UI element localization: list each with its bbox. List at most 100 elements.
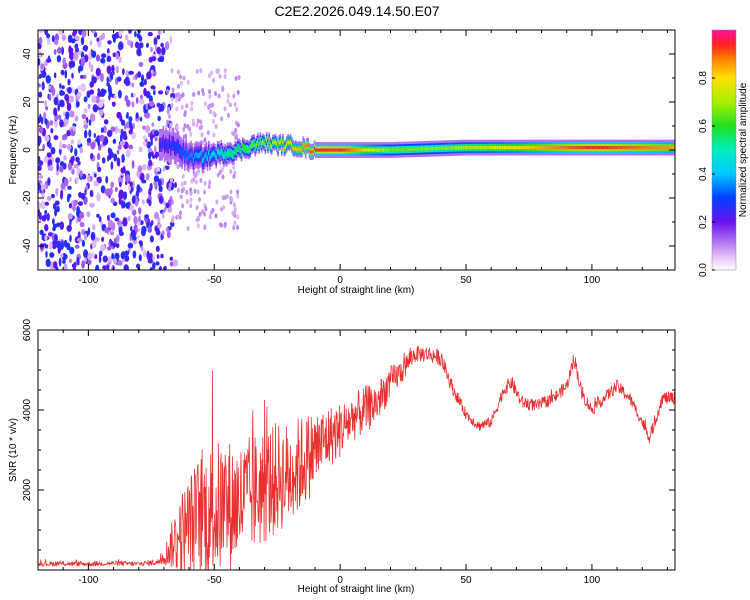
ridge-cell <box>517 146 520 150</box>
ridge-cell <box>511 146 513 150</box>
ridge-cell <box>298 147 301 151</box>
ridge-cell <box>231 152 234 157</box>
ridge-cell <box>625 146 628 150</box>
noise-blob <box>61 85 65 90</box>
noise-blob <box>233 210 237 216</box>
ridge-cell <box>492 146 495 150</box>
noise-blob <box>102 255 109 263</box>
ridge-cell <box>315 148 317 152</box>
noise-blob <box>42 184 47 190</box>
ridge-cell <box>423 147 425 151</box>
ridge-cell <box>570 146 573 150</box>
noise-blob <box>170 68 174 74</box>
ridge-cell <box>574 146 576 150</box>
ridge-cell <box>561 146 564 150</box>
ridge-cell <box>223 154 225 159</box>
noise-blob <box>80 36 85 46</box>
noise-blob <box>208 179 212 185</box>
noise-blob <box>107 84 112 94</box>
noise-blob <box>98 254 102 264</box>
noise-blob <box>120 119 126 126</box>
noise-blob <box>88 129 92 138</box>
ridge-cell <box>299 148 302 152</box>
noise-blob <box>232 93 236 99</box>
ridge-cell <box>632 146 634 150</box>
noise-blob <box>139 42 144 49</box>
noise-blob <box>116 76 122 82</box>
ridge-cell <box>565 146 568 150</box>
ridge-cell <box>181 151 184 158</box>
noise-blob <box>55 157 61 164</box>
noise-blob <box>147 31 153 37</box>
noise-blob <box>235 120 238 126</box>
noise-blob <box>80 57 85 67</box>
noise-blob <box>166 109 170 115</box>
ridge-cell <box>308 149 311 153</box>
noise-blob <box>185 199 189 204</box>
ridge-cell <box>576 146 579 150</box>
noise-blob <box>166 119 170 125</box>
noise-blob <box>54 233 58 243</box>
ridge-cell <box>221 151 224 156</box>
ridge-cell <box>235 149 238 154</box>
ridge-cell <box>466 146 468 150</box>
ridge-cell <box>284 145 287 150</box>
ridge-cell <box>634 146 637 150</box>
ridge-cell <box>666 146 668 150</box>
noise-blob <box>165 202 170 209</box>
noise-blob <box>153 90 156 96</box>
noise-blob <box>232 225 236 231</box>
noise-blob <box>134 41 140 49</box>
noise-blob <box>96 176 101 182</box>
noise-blob <box>179 194 183 200</box>
ridge-cell <box>429 147 432 151</box>
noise-blob <box>38 73 44 78</box>
noise-blob <box>131 92 134 98</box>
ridge-cell <box>646 146 648 150</box>
noise-blob <box>149 222 153 228</box>
ridge-cell <box>205 152 207 158</box>
ridge-cell <box>361 148 364 152</box>
noise-blob <box>132 235 137 241</box>
noise-blob <box>121 153 125 163</box>
noise-blob <box>208 89 212 95</box>
ridge-cell <box>484 146 487 150</box>
noise-blob <box>128 144 133 150</box>
ridge-cell <box>662 146 664 150</box>
noise-blob <box>204 206 208 212</box>
noise-blob <box>44 100 47 108</box>
noise-blob <box>87 103 91 109</box>
noise-blob <box>188 126 192 132</box>
ridge-cell <box>568 146 570 150</box>
noise-blob <box>227 112 230 118</box>
noise-blob <box>198 197 201 203</box>
noise-blob <box>216 172 220 178</box>
noise-blob <box>214 213 218 219</box>
noise-blob <box>38 211 42 221</box>
noise-blob <box>136 184 141 193</box>
noise-blob <box>46 196 52 201</box>
ridge-cell <box>259 139 262 143</box>
noise-blob <box>45 75 51 84</box>
noise-blob <box>206 130 210 136</box>
ridge-cell <box>618 146 620 150</box>
noise-blob <box>196 118 200 124</box>
ridge-cell <box>341 148 343 152</box>
ridge-cell <box>267 143 269 147</box>
noise-blob <box>44 210 48 215</box>
ridge-cell <box>559 146 561 150</box>
noise-blob <box>157 115 161 122</box>
noise-blob <box>105 188 111 197</box>
noise-blob <box>232 173 236 179</box>
ridge-cell <box>593 146 595 150</box>
noise-blob <box>87 174 91 183</box>
ridge-cell <box>241 144 244 149</box>
noise-blob <box>59 165 64 173</box>
noise-blob <box>234 76 238 81</box>
y-tick-label: 40 <box>22 48 33 60</box>
noise-blob <box>90 231 96 241</box>
ridge-cell <box>571 146 574 150</box>
noise-blob <box>103 119 109 125</box>
noise-blob <box>152 254 155 263</box>
noise-blob <box>107 214 110 221</box>
